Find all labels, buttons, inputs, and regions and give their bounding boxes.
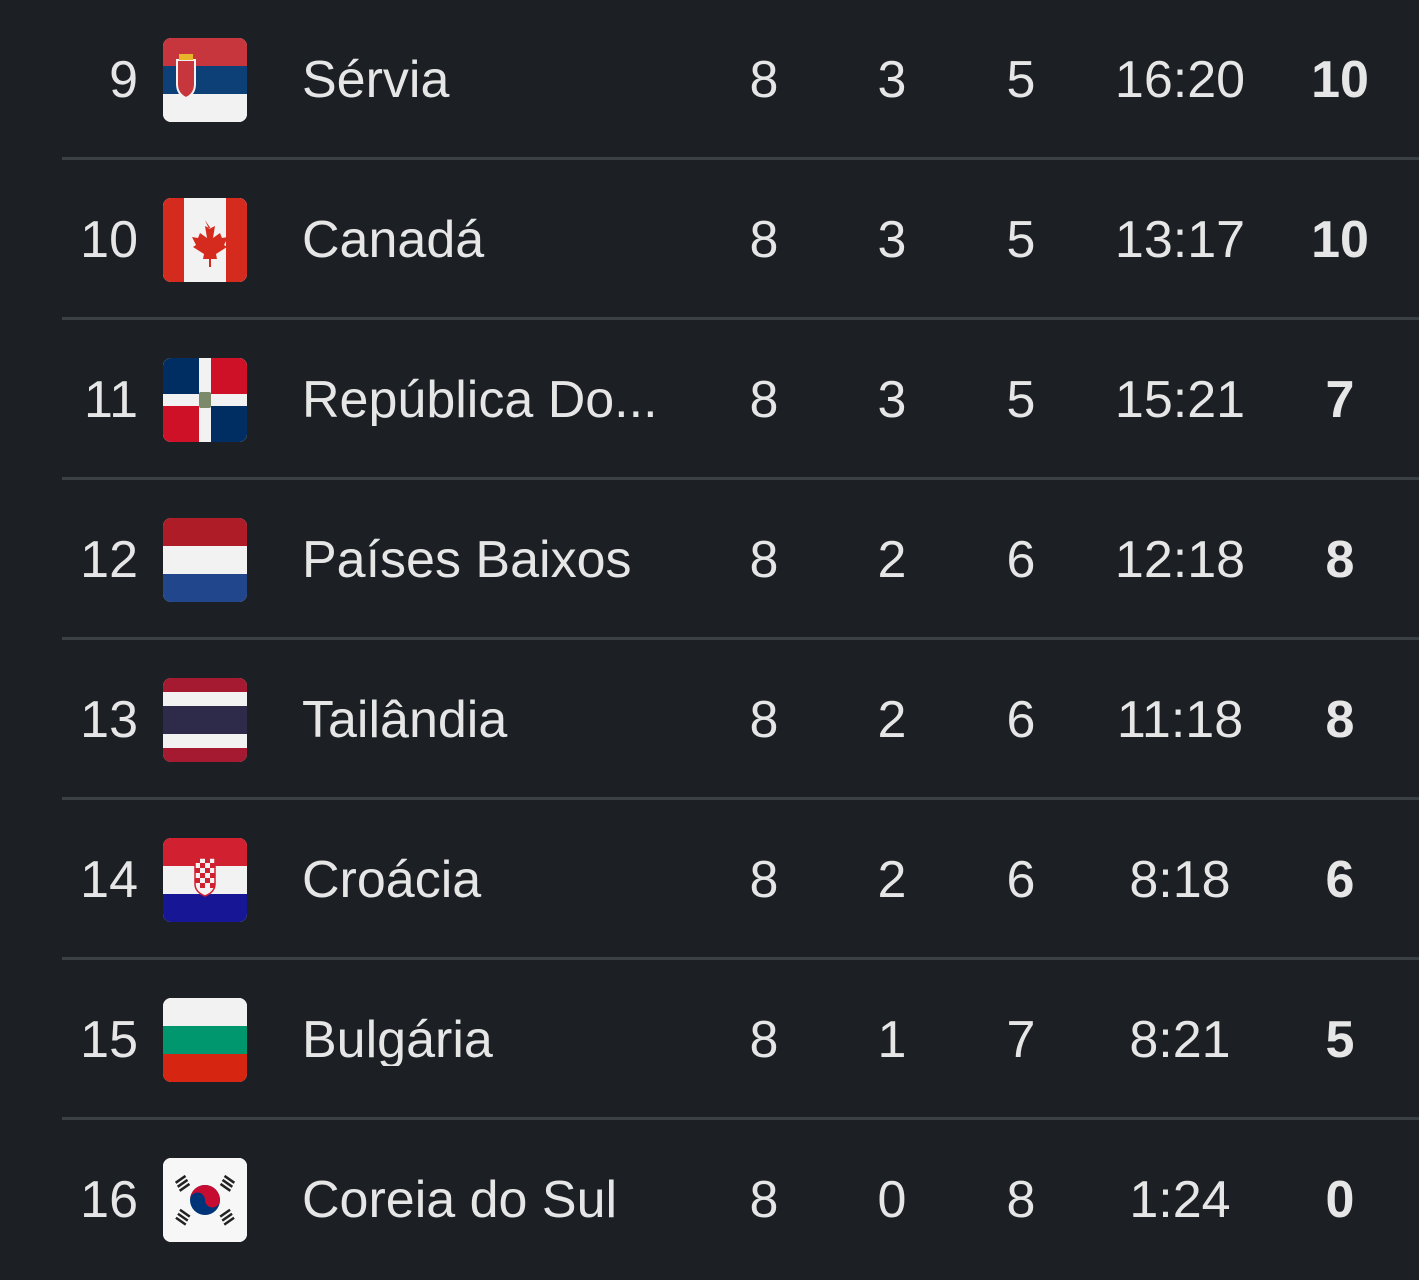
matches-played: 8 (749, 851, 779, 909)
sets-ratio: 8:18 (1129, 851, 1231, 909)
table-row[interactable]: 10 Canadá 8 3 5 13:17 10 (0, 160, 1419, 320)
row-divider (62, 957, 1419, 960)
wins: 2 (877, 851, 907, 909)
sets-ratio: 15:21 (1114, 371, 1246, 429)
position: 9 (109, 51, 138, 109)
row-divider (62, 157, 1419, 160)
wins: 0 (877, 1171, 907, 1229)
row-divider (62, 797, 1419, 800)
table-row[interactable]: 13 Tailândia 8 2 6 11:18 8 (0, 640, 1419, 800)
croatia-flag-icon (163, 838, 247, 922)
team-name: Canadá (302, 214, 485, 266)
matches-played: 8 (749, 371, 779, 429)
row-divider (62, 317, 1419, 320)
sets-ratio: 13:17 (1114, 211, 1246, 269)
losses: 5 (1006, 51, 1036, 109)
team-name: Croácia (302, 854, 482, 906)
matches-played: 8 (749, 1171, 779, 1229)
row-divider (62, 1117, 1419, 1120)
wins: 2 (877, 691, 907, 749)
points: 6 (1325, 851, 1355, 909)
wins: 3 (877, 51, 907, 109)
points: 10 (1311, 51, 1369, 109)
wins: 2 (877, 531, 907, 589)
canada-flag-icon (163, 198, 247, 282)
position: 15 (80, 1011, 138, 1069)
losses: 5 (1006, 371, 1036, 429)
team-name: República Do... (302, 374, 658, 426)
matches-played: 8 (749, 531, 779, 589)
table-row[interactable]: 16 (0, 1120, 1419, 1280)
position: 14 (80, 851, 138, 909)
matches-played: 8 (749, 691, 779, 749)
matches-played: 8 (749, 211, 779, 269)
position: 11 (84, 371, 138, 429)
points: 5 (1325, 1011, 1355, 1069)
sets-ratio: 11:18 (1116, 691, 1244, 749)
points: 7 (1325, 371, 1355, 429)
position: 12 (80, 531, 138, 589)
row-divider (62, 477, 1419, 480)
losses: 6 (1006, 531, 1036, 589)
dominican-republic-flag-icon (163, 358, 247, 442)
table-row[interactable]: 15 Bulgária 8 1 7 8:21 5 (0, 960, 1419, 1120)
losses: 7 (1006, 1011, 1036, 1069)
losses: 6 (1006, 851, 1036, 909)
serbia-flag-icon (163, 38, 247, 122)
team-name: Países Baixos (302, 534, 632, 586)
sets-ratio: 12:18 (1114, 531, 1246, 589)
position: 13 (80, 691, 138, 749)
wins: 1 (877, 1011, 907, 1069)
points: 0 (1325, 1171, 1355, 1229)
south-korea-flag-icon (163, 1158, 247, 1242)
points: 8 (1325, 531, 1355, 589)
team-name: Coreia do Sul (302, 1174, 618, 1226)
thailand-flag-icon (163, 678, 247, 762)
position: 16 (80, 1171, 138, 1229)
matches-played: 8 (749, 1011, 779, 1069)
losses: 5 (1006, 211, 1036, 269)
wins: 3 (877, 211, 907, 269)
table-row[interactable]: 12 Países Baixos 8 2 6 12:18 8 (0, 480, 1419, 640)
matches-played: 8 (749, 51, 779, 109)
points: 10 (1311, 211, 1369, 269)
netherlands-flag-icon (163, 518, 247, 602)
table-row[interactable]: 11 República Do... 8 3 5 15:21 7 (0, 320, 1419, 480)
wins: 3 (877, 371, 907, 429)
table-row[interactable]: 9 Sérvia 8 3 5 16:20 10 (0, 0, 1419, 160)
position: 10 (80, 211, 138, 269)
team-name: Sérvia (302, 54, 450, 106)
bulgaria-flag-icon (163, 998, 247, 1082)
sets-ratio: 8:21 (1129, 1011, 1231, 1069)
points: 8 (1325, 691, 1355, 749)
sets-ratio: 1:24 (1129, 1171, 1231, 1229)
sets-ratio: 16:20 (1114, 51, 1246, 109)
losses: 8 (1006, 1171, 1036, 1229)
team-name: Bulgária (302, 1014, 493, 1066)
row-divider (62, 637, 1419, 640)
losses: 6 (1006, 691, 1036, 749)
table-row[interactable]: 14 Croácia 8 2 6 (0, 800, 1419, 960)
team-name: Tailândia (302, 694, 508, 746)
